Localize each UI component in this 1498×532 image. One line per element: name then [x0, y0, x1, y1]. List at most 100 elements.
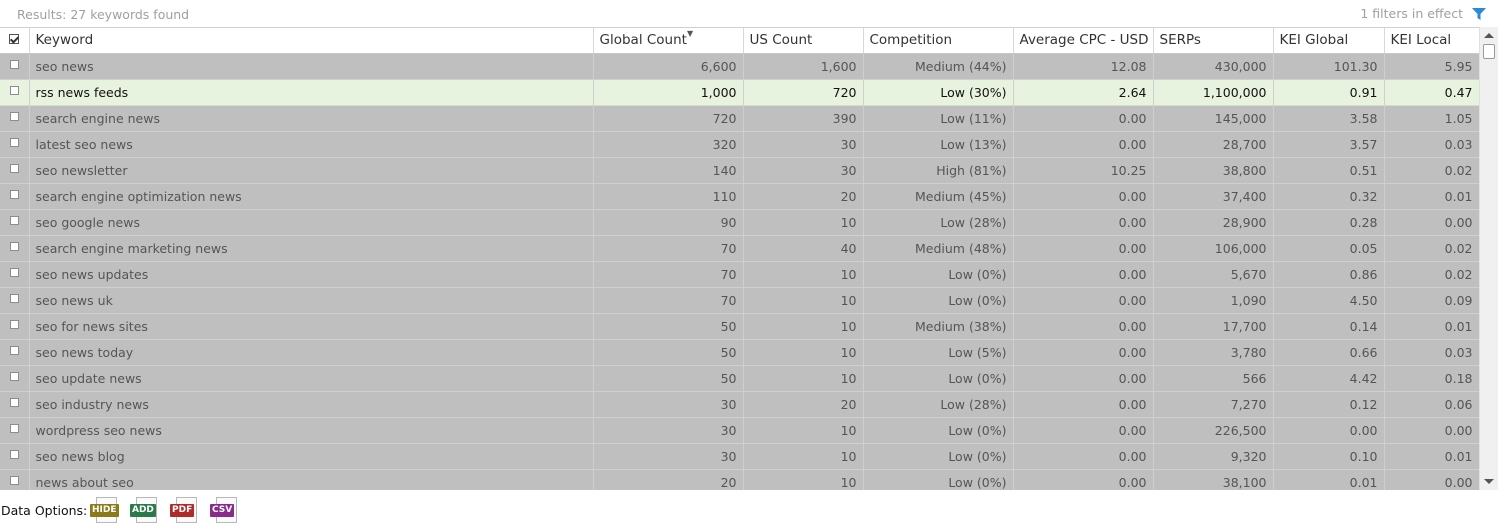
cell-kei-global: 0.10	[1273, 443, 1385, 470]
table-row[interactable]: seo google news 90 10 Low (28%) 0.00 28,900 0.…	[0, 209, 1480, 236]
cell-keyword[interactable]: search engine optimization news	[29, 183, 594, 210]
row-checkbox[interactable]	[0, 339, 30, 366]
table-row[interactable]: seo industry news 30 20 Low (28%) 0.00 7,270 0…	[0, 391, 1480, 418]
cell-kei-local: 0.01	[1384, 183, 1480, 210]
scroll-down-icon[interactable]	[1484, 479, 1494, 484]
cell-keyword[interactable]: search engine news	[29, 105, 594, 132]
table-row[interactable]: seo news 6,600 1,600 Medium (44%) 12.08 430,0…	[0, 53, 1480, 80]
table-row[interactable]: seo for news sites 50 10 Medium (38%) 0.00 17…	[0, 313, 1480, 340]
cell-keyword[interactable]: seo industry news	[29, 391, 594, 418]
row-checkbox[interactable]	[0, 313, 30, 340]
row-checkbox[interactable]	[0, 157, 30, 184]
row-checkbox[interactable]	[0, 365, 30, 392]
table-row[interactable]: wordpress seo news 30 10 Low (0%) 0.00 226,50…	[0, 417, 1480, 444]
cell-keyword[interactable]: rss news feeds	[29, 79, 594, 106]
csv-button-label: CSV	[210, 504, 235, 517]
cell-keyword[interactable]: seo news uk	[29, 287, 594, 314]
row-checkbox[interactable]	[0, 53, 30, 80]
column-header-serps[interactable]: SERPs	[1153, 28, 1274, 54]
cell-global-count: 50	[593, 365, 744, 392]
cell-kei-global: 0.28	[1273, 209, 1385, 236]
csv-button[interactable]: CSV	[210, 496, 243, 524]
cell-keyword[interactable]: seo news	[29, 53, 594, 80]
results-toolbar: Results: 27 keywords found 1 filters in …	[0, 0, 1498, 27]
cell-kei-local: 0.09	[1384, 287, 1480, 314]
column-header-global-count[interactable]: Global Count ▼	[593, 28, 744, 54]
filters-status[interactable]: 1 filters in effect	[1360, 6, 1463, 21]
row-checkbox[interactable]	[0, 183, 30, 210]
row-checkbox[interactable]	[0, 469, 30, 490]
table-row[interactable]: seo update news 50 10 Low (0%) 0.00 566 4.42 0.…	[0, 365, 1480, 392]
cell-keyword[interactable]: latest seo news	[29, 131, 594, 158]
cell-us-count: 1,600	[743, 53, 864, 80]
cell-average-cpc: 0.00	[1013, 417, 1154, 444]
cell-global-count: 30	[593, 391, 744, 418]
cell-serps: 17,700	[1153, 313, 1274, 340]
cell-keyword[interactable]: seo newsletter	[29, 157, 594, 184]
cell-keyword[interactable]: seo update news	[29, 365, 594, 392]
add-button[interactable]: ADD	[130, 496, 163, 524]
table-row[interactable]: search engine news 720 390 Low (11%) 0.00 145…	[0, 105, 1480, 132]
cell-us-count: 10	[743, 209, 864, 236]
funnel-icon[interactable]	[1472, 8, 1486, 21]
cell-keyword[interactable]: search engine marketing news	[29, 235, 594, 262]
row-checkbox[interactable]	[0, 287, 30, 314]
table-row[interactable]: search engine marketing news 70 40 Medium (…	[0, 235, 1480, 262]
row-checkbox[interactable]	[0, 235, 30, 262]
checkbox-icon	[9, 85, 19, 95]
row-checkbox[interactable]	[0, 391, 30, 418]
row-checkbox[interactable]	[0, 105, 30, 132]
cell-serps: 38,800	[1153, 157, 1274, 184]
table-row[interactable]: seo newsletter 140 30 High (81%) 10.25 38,800…	[0, 157, 1480, 184]
cell-us-count: 10	[743, 365, 864, 392]
checkmark-icon	[9, 34, 20, 45]
scroll-up-icon[interactable]	[1484, 33, 1494, 38]
cell-competition: Medium (45%)	[863, 183, 1014, 210]
cell-kei-local: 0.00	[1384, 417, 1480, 444]
table-row[interactable]: search engine optimization news 110 20 Medi…	[0, 183, 1480, 210]
column-header-average-cpc[interactable]: Average CPC - USD	[1013, 28, 1154, 54]
cell-global-count: 20	[593, 469, 744, 490]
row-checkbox[interactable]	[0, 131, 30, 158]
row-checkbox[interactable]	[0, 443, 30, 470]
select-all-checkbox[interactable]	[0, 28, 30, 54]
table-row[interactable]: rss news feeds 1,000 720 Low (30%) 2.64 1,100…	[0, 79, 1480, 106]
vertical-scrollbar[interactable]	[1479, 27, 1498, 490]
table-row[interactable]: latest seo news 320 30 Low (13%) 0.00 28,700 3…	[0, 131, 1480, 158]
table-row[interactable]: seo news updates 70 10 Low (0%) 0.00 5,670 0.8…	[0, 261, 1480, 288]
cell-average-cpc: 0.00	[1013, 339, 1154, 366]
cell-serps: 226,500	[1153, 417, 1274, 444]
cell-competition: Medium (38%)	[863, 313, 1014, 340]
cell-keyword[interactable]: news about seo	[29, 469, 594, 490]
row-checkbox[interactable]	[0, 417, 30, 444]
checkbox-icon	[9, 59, 19, 69]
row-checkbox[interactable]	[0, 261, 30, 288]
cell-average-cpc: 0.00	[1013, 287, 1154, 314]
column-header-us-count[interactable]: US Count	[743, 28, 864, 54]
hide-button[interactable]: HIDE	[90, 496, 123, 524]
cell-keyword[interactable]: seo news updates	[29, 261, 594, 288]
cell-kei-global: 3.57	[1273, 131, 1385, 158]
scroll-thumb[interactable]	[1483, 44, 1495, 59]
cell-keyword[interactable]: seo google news	[29, 209, 594, 236]
column-header-kei-global[interactable]: KEI Global	[1273, 28, 1385, 54]
cell-keyword[interactable]: seo for news sites	[29, 313, 594, 340]
table-row[interactable]: seo news uk 70 10 Low (0%) 0.00 1,090 4.50 0.09	[0, 287, 1480, 314]
cell-keyword[interactable]: seo news today	[29, 339, 594, 366]
cell-keyword[interactable]: wordpress seo news	[29, 417, 594, 444]
table-row[interactable]: seo news blog 30 10 Low (0%) 0.00 9,320 0.10 0.…	[0, 443, 1480, 470]
column-header-keyword[interactable]: Keyword	[29, 28, 594, 54]
cell-keyword[interactable]: seo news blog	[29, 443, 594, 470]
cell-competition: High (81%)	[863, 157, 1014, 184]
table-row[interactable]: news about seo 20 10 Low (0%) 0.00 38,100 0.01…	[0, 469, 1480, 490]
column-header-competition[interactable]: Competition	[863, 28, 1014, 54]
column-header-kei-local[interactable]: KEI Local	[1384, 28, 1480, 54]
pdf-button[interactable]: PDF	[170, 496, 203, 524]
row-checkbox[interactable]	[0, 209, 30, 236]
cell-average-cpc: 0.00	[1013, 209, 1154, 236]
cell-competition: Low (0%)	[863, 469, 1014, 490]
table-row[interactable]: seo news today 50 10 Low (5%) 0.00 3,780 0.66 0…	[0, 339, 1480, 366]
checkbox-icon	[9, 449, 19, 459]
row-checkbox[interactable]	[0, 79, 30, 106]
cell-global-count: 50	[593, 313, 744, 340]
